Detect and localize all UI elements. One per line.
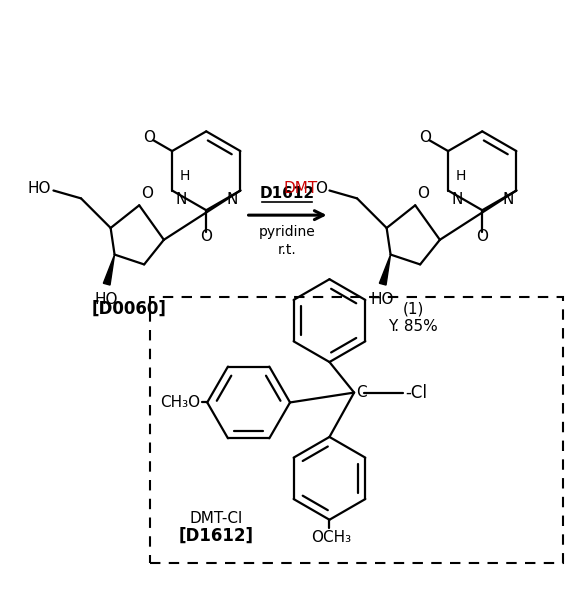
Polygon shape [104,254,115,285]
Text: DMT-Cl: DMT-Cl [190,511,243,526]
Bar [150,297,563,563]
Text: D1612: D1612 [260,186,315,201]
Text: DMT: DMT [283,181,318,196]
Text: H: H [180,168,190,183]
Text: O: O [141,186,153,201]
Text: HO: HO [28,181,51,196]
Text: O: O [417,186,429,201]
Text: O: O [476,229,488,244]
Text: O: O [143,130,155,145]
Text: [D0060]: [D0060] [92,300,167,318]
Text: [D1612]: [D1612] [178,527,254,544]
Text: HO: HO [371,292,394,307]
Text: pyridine: pyridine [259,225,315,239]
Text: N: N [226,193,238,207]
Polygon shape [379,254,391,285]
Text: O: O [419,130,431,145]
Text: N: N [175,193,187,207]
Text: C: C [356,385,367,400]
Text: CH₃O: CH₃O [160,395,200,410]
Text: H: H [456,168,466,183]
Text: -Cl: -Cl [405,383,428,402]
Text: (1): (1) [402,302,424,316]
Text: HO: HO [95,292,118,307]
Text: OCH₃: OCH₃ [311,530,352,545]
Text: O: O [200,229,212,244]
Text: N: N [502,193,514,207]
Text: N: N [451,193,463,207]
Text: Y. 85%: Y. 85% [388,319,438,334]
Text: O: O [315,181,328,196]
Text: r.t.: r.t. [278,243,297,257]
